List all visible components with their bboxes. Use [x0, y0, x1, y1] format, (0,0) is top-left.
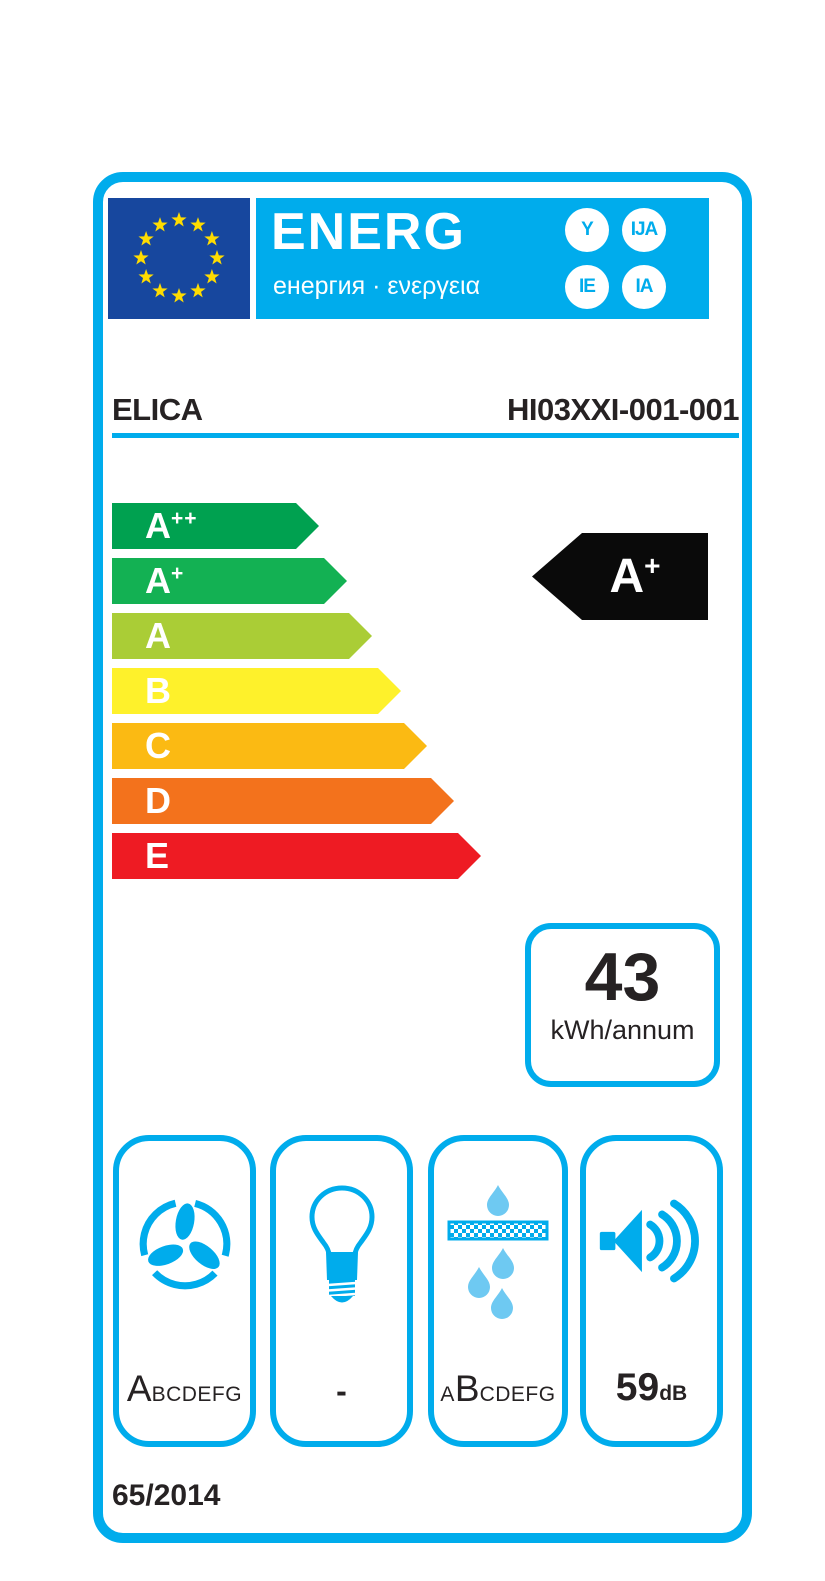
eu-stars-icon — [133, 212, 225, 303]
eu-flag — [108, 198, 250, 319]
brand-divider — [112, 433, 739, 438]
energy-consumption-box: 43 kWh/annum — [525, 923, 720, 1087]
brand-row: ELICA HI03XXI-001-001 — [112, 392, 740, 428]
scale-arrow-d: D — [112, 778, 454, 824]
energ-band: ENERG енергия · ενεργεια Y IJA IE IA — [256, 198, 709, 319]
brand-name: ELICA — [112, 392, 203, 427]
model-number: HI03XXI-001-001 — [506, 392, 740, 427]
grease-filter-icon — [447, 1185, 549, 1319]
scale-arrow-e: E — [112, 833, 481, 879]
energy-consumption-value: 43 — [584, 939, 661, 1015]
energy-consumption-unit: kWh/annum — [550, 1015, 695, 1045]
rating-value: A+ — [609, 549, 661, 603]
energ-suffix-badge-ie: IE — [565, 265, 609, 309]
efficiency-scale: A++ A+ A B C D E — [112, 503, 481, 888]
fan-icon — [139, 1198, 230, 1290]
rating-arrow: A+ — [532, 533, 708, 620]
energ-subtitle: енергия · ενεργεια — [273, 272, 481, 300]
scale-arrow-a: A — [112, 613, 372, 659]
energy-label: ENERG енергия · ενεργεια Y IJA IE IA ELI… — [93, 172, 752, 1543]
fan-efficiency-class: ABCDEFG — [126, 1368, 243, 1409]
lighting-efficiency-box: - — [270, 1135, 413, 1447]
scale-arrow-a-plus-plus: A++ — [112, 503, 319, 549]
grease-filter-box: ABCDEFG — [428, 1135, 568, 1447]
regulation-number: 65/2014 — [112, 1479, 221, 1512]
scale-arrow-b: B — [112, 668, 401, 714]
energ-suffix-badge-ia: IA — [622, 265, 666, 309]
scale-arrow-a-plus: A+ — [112, 558, 347, 604]
noise-value: 59dB — [615, 1366, 688, 1409]
energ-title: ENERG — [271, 203, 466, 261]
lighting-efficiency-class: - — [336, 1373, 347, 1409]
fan-efficiency-box: ABCDEFG — [113, 1135, 256, 1447]
energ-suffix-badge-ija: IJA — [622, 208, 666, 252]
scale-arrow-c: C — [112, 723, 427, 769]
lightbulb-icon — [308, 1185, 375, 1303]
energ-suffix-badge-y: Y — [565, 208, 609, 252]
noise-box: 59dB — [580, 1135, 723, 1447]
grease-filter-class: ABCDEFG — [440, 1368, 556, 1409]
speaker-icon — [599, 1199, 699, 1283]
